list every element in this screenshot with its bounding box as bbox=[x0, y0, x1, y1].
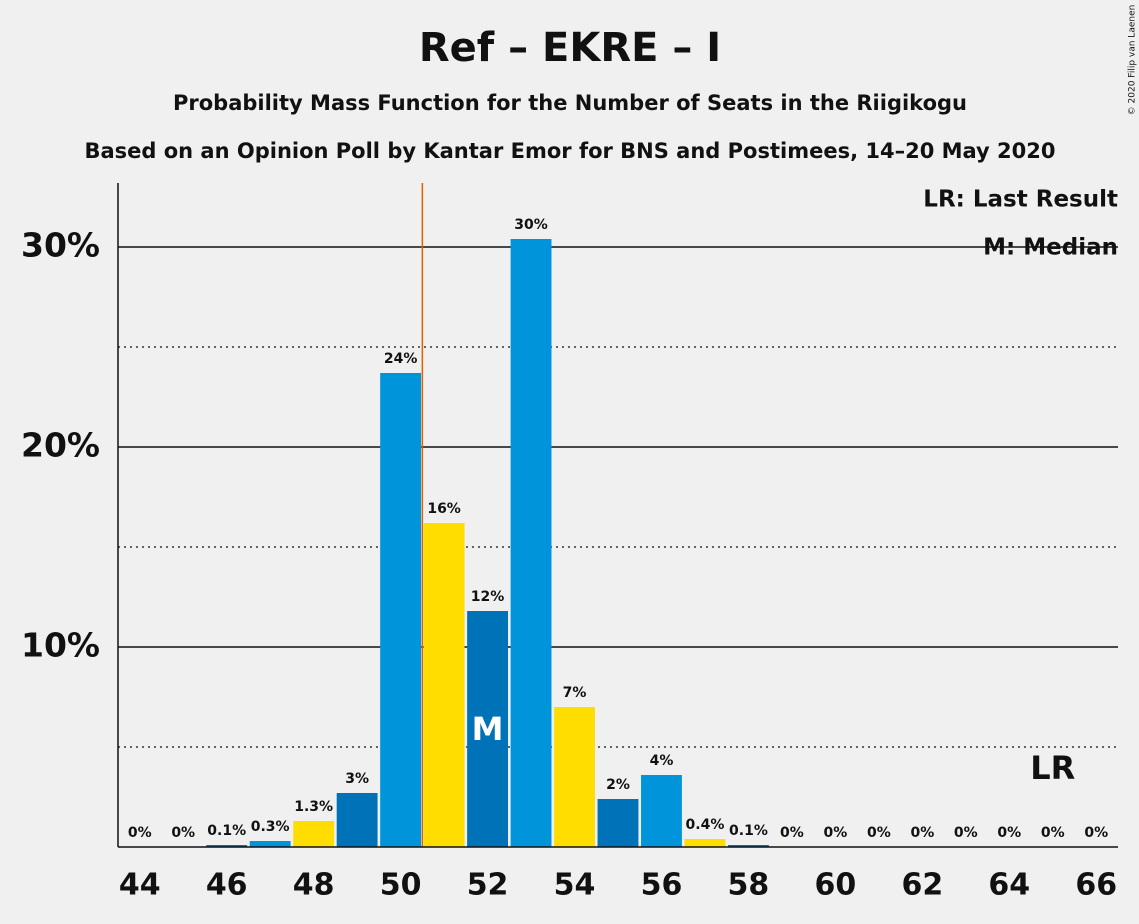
x-tick-label: 60 bbox=[815, 868, 857, 903]
value-label: 0% bbox=[780, 825, 804, 841]
value-label: 0% bbox=[1041, 825, 1065, 841]
value-label: 24% bbox=[384, 351, 418, 367]
bar bbox=[684, 839, 726, 847]
copyright: © 2020 Filip van Laenen bbox=[1128, 5, 1138, 116]
bar bbox=[336, 793, 378, 847]
value-label: 0.1% bbox=[207, 823, 246, 839]
bar bbox=[510, 239, 552, 847]
value-label: 0% bbox=[910, 825, 934, 841]
x-tick-label: 44 bbox=[119, 868, 161, 903]
value-label: 2% bbox=[606, 777, 630, 793]
y-tick-label: 10% bbox=[21, 626, 100, 665]
x-tick-label: 64 bbox=[988, 868, 1030, 903]
x-tick-label: 66 bbox=[1075, 868, 1117, 903]
value-label: 0.3% bbox=[251, 819, 290, 835]
bar bbox=[423, 523, 465, 847]
x-tick-label: 62 bbox=[901, 868, 943, 903]
bar bbox=[641, 775, 682, 847]
median-marker: M bbox=[472, 710, 504, 748]
last-result-marker: LR bbox=[1030, 749, 1075, 787]
chart-subtitle: Based on an Opinion Poll by Kantar Emor … bbox=[84, 139, 1055, 163]
value-label: 0% bbox=[171, 825, 195, 841]
value-label: 0.1% bbox=[729, 823, 768, 839]
bar bbox=[380, 373, 422, 847]
grid bbox=[118, 246, 1118, 748]
value-label: 0.4% bbox=[686, 817, 725, 833]
value-label: 12% bbox=[471, 589, 505, 605]
bar bbox=[249, 841, 291, 847]
y-tick-label: 20% bbox=[21, 426, 100, 465]
x-tick-label: 48 bbox=[293, 868, 335, 903]
value-label: 16% bbox=[427, 501, 461, 517]
value-label: 4% bbox=[650, 753, 674, 769]
x-tick-label: 58 bbox=[728, 868, 770, 903]
value-label: 1.3% bbox=[294, 799, 333, 815]
x-tick-label: 54 bbox=[554, 868, 596, 903]
chart-subtitle: Probability Mass Function for the Number… bbox=[173, 91, 967, 115]
bar bbox=[554, 707, 595, 847]
x-tick-label: 56 bbox=[641, 868, 683, 903]
value-label: 0% bbox=[1084, 825, 1108, 841]
legend-entry: LR: Last Result bbox=[923, 187, 1118, 213]
bar bbox=[467, 611, 508, 847]
value-label: 3% bbox=[345, 771, 369, 787]
value-label: 0% bbox=[954, 825, 978, 841]
bar bbox=[293, 821, 335, 847]
value-label: 0% bbox=[824, 825, 848, 841]
value-label: 0% bbox=[867, 825, 891, 841]
x-tick-label: 46 bbox=[206, 868, 248, 903]
value-label: 7% bbox=[563, 685, 587, 701]
bar bbox=[728, 845, 769, 847]
value-label: 0% bbox=[997, 825, 1021, 841]
chart-title: Ref – EKRE – I bbox=[419, 25, 721, 71]
bar bbox=[206, 845, 248, 847]
y-tick-label: 30% bbox=[21, 226, 100, 265]
value-label: 0% bbox=[128, 825, 152, 841]
value-label: 30% bbox=[514, 217, 548, 233]
x-tick-label: 50 bbox=[380, 868, 422, 903]
bar bbox=[597, 799, 639, 847]
x-tick-label: 52 bbox=[467, 868, 509, 903]
